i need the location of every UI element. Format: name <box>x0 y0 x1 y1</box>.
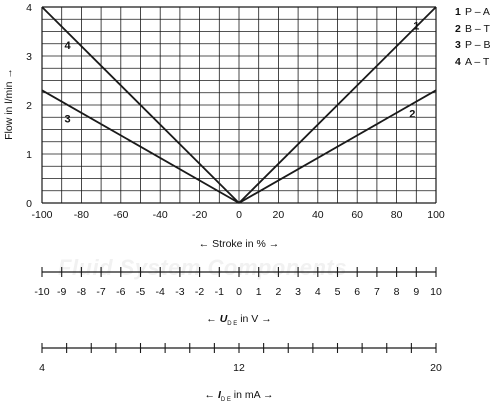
voltage-tick-label: -1 <box>215 286 224 298</box>
current-scale: 4 12 20 <box>39 343 442 374</box>
legend-entry: 3 P – B <box>455 37 491 54</box>
voltage-tick-label: -3 <box>175 286 184 298</box>
y-tick-label: 1 <box>26 149 32 161</box>
current-tick-label: 12 <box>233 362 245 374</box>
voltage-tick-label: -7 <box>96 286 105 298</box>
series-label-3: 3 <box>65 114 71 126</box>
x-tick-label: -40 <box>153 209 168 221</box>
y-tick-label: 2 <box>26 100 32 112</box>
legend-entry-text: P – B <box>465 39 491 51</box>
voltage-tick-label: -5 <box>136 286 145 298</box>
voltage-tick-label: -9 <box>57 286 66 298</box>
voltage-tick-label: -10 <box>34 286 49 298</box>
voltage-tick-label: 2 <box>275 286 281 298</box>
voltage-tick-label: -6 <box>116 286 125 298</box>
voltage-scale-label: ← UD E in V → <box>206 313 271 327</box>
x-tick-label: -80 <box>74 209 89 221</box>
x-axis-label: ← Stroke in % → <box>199 238 280 250</box>
voltage-tick-label: -2 <box>195 286 204 298</box>
voltage-tick-label: 9 <box>413 286 419 298</box>
series-line-1 <box>238 6 437 204</box>
chart-ticks: -100 -80 -60 -40 -20 0 20 40 60 80 100 0 1 2 3 4 <box>26 2 445 221</box>
voltage-tick-label: -8 <box>77 286 86 298</box>
voltage-tick-label: 7 <box>374 286 380 298</box>
series-label-2: 2 <box>409 109 415 121</box>
voltage-tick-label: 10 <box>430 286 442 298</box>
current-scale-label: ← ID E in mA → <box>205 389 274 403</box>
series-line-3 <box>41 89 240 204</box>
x-tick-label: 20 <box>273 209 285 221</box>
legend-entry: 1 P – A <box>455 4 491 21</box>
y-tick-label: 4 <box>26 2 32 14</box>
voltage-tick-label: 1 <box>256 286 262 298</box>
voltage-tick-label: 6 <box>354 286 360 298</box>
y-axis-label: Flow in l/min → <box>3 68 15 140</box>
voltage-tick-label: -4 <box>156 286 165 298</box>
x-tick-label: 40 <box>312 209 324 221</box>
current-tick-label: 20 <box>430 362 442 374</box>
voltage-tick-label: 3 <box>295 286 301 298</box>
voltage-tick-label: 5 <box>335 286 341 298</box>
x-tick-label: -60 <box>113 209 128 221</box>
x-tick-label: -100 <box>31 209 52 221</box>
voltage-scale: -10 -9 -8 -7 -6 -5 -4 -3 -2 -1 0 1 2 3 4 5 6 7 8 9 10 <box>34 267 442 298</box>
legend-entry: 4 A – T <box>455 54 491 71</box>
y-tick-label: 0 <box>26 198 32 210</box>
chart-series: 1 2 3 4 <box>41 6 437 204</box>
voltage-tick-label: 8 <box>394 286 400 298</box>
legend-entry-number: 4 <box>455 55 461 68</box>
chart-grid <box>41 6 437 204</box>
x-tick-label: 60 <box>351 209 363 221</box>
series-label-1: 1 <box>413 21 419 33</box>
legend-entry-number: 3 <box>455 39 461 51</box>
x-tick-label: 80 <box>391 209 403 221</box>
y-tick-label: 3 <box>26 51 32 63</box>
voltage-tick-label: 0 <box>236 286 242 298</box>
voltage-tick-label: 4 <box>315 286 321 298</box>
legend-entry-number: 1 <box>455 6 461 18</box>
legend-entry: 2 B – T <box>455 21 491 38</box>
legend-entry-text: B – T <box>465 22 490 35</box>
current-tick-label: 4 <box>39 362 45 374</box>
x-tick-label: 100 <box>427 209 445 221</box>
x-tick-label: 0 <box>236 209 242 221</box>
series-line-2 <box>238 89 437 204</box>
series-label-4: 4 <box>65 40 72 52</box>
legend-entry-number: 2 <box>455 22 461 35</box>
series-line-4 <box>41 6 240 204</box>
x-tick-label: -20 <box>192 209 207 221</box>
legend-entry-text: P – A <box>465 6 490 18</box>
chart-legend: 1 P – A 2 B – T 3 P – B 4 A – T <box>455 4 491 70</box>
legend-entry-text: A – T <box>465 55 490 68</box>
